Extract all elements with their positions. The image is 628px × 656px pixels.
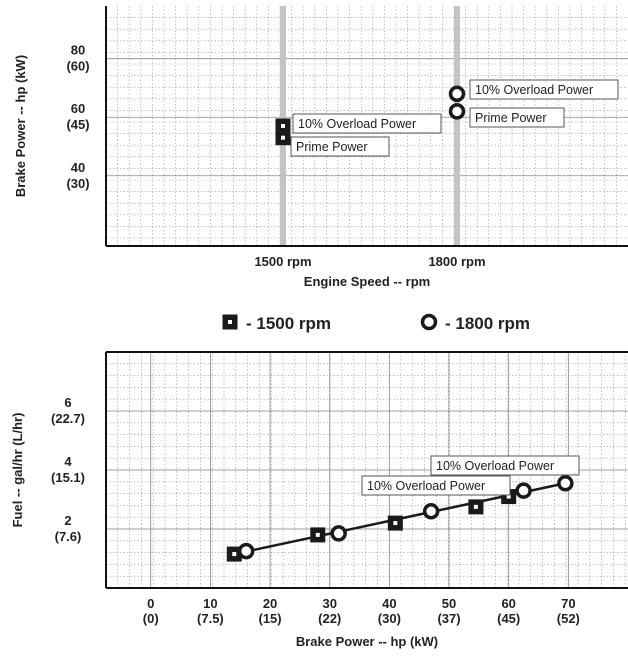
x-tick-label: 20 [263,596,277,611]
series-square-marker-center [393,521,398,526]
legend-square-marker-center [228,320,232,324]
y-tick-label: 80 [71,43,85,58]
x-tick-label: 50 [442,596,456,611]
y-tick-label: (60) [66,59,89,74]
y-tick-label: (30) [66,176,89,191]
point-annotation: Prime Power [475,111,547,125]
x-tick-label: 1500 rpm [254,254,311,269]
point-annotation: 10% Overload Power [298,117,416,131]
y-tick-label: (7.6) [55,529,82,544]
series-circle-marker [515,482,532,499]
y-tick-label: 40 [71,160,85,175]
point-annotation-box [292,113,442,134]
x-tick-label: 70 [561,596,575,611]
x-tick-label: (15) [258,611,281,626]
y-tick-label: 4 [64,454,72,469]
y-axis-title: Brake Power -- hp (kW) [13,55,28,197]
y-tick-label: (45) [66,117,89,132]
x-axis-title: Brake Power -- hp (kW) [296,634,438,649]
series-annotation: 10% Overload Power [367,479,485,493]
point-annotation-box [469,79,619,100]
x-tick-label: (0) [143,611,159,626]
y-tick-label: 2 [64,513,71,528]
point-circle-marker [448,85,466,103]
x-tick-label: 40 [382,596,396,611]
x-tick-label: (22) [318,611,341,626]
series-annotation-box [430,455,580,476]
point-annotation-box [469,107,565,128]
x-tick-label: (52) [557,611,580,626]
series-circle-marker [422,503,440,520]
point-annotation: 10% Overload Power [475,83,593,97]
series-square-marker-center [506,494,511,499]
y-tick-label: 60 [71,101,85,116]
series-circle-marker [237,542,255,560]
y-tick-label: (15.1) [51,470,85,485]
x-tick-label: (45) [497,611,520,626]
x-tick-label: (30) [378,611,401,626]
x-tick-label: 10 [203,596,217,611]
point-annotation-box [290,136,390,157]
point-square-marker-center [281,124,285,128]
series-annotation-box [361,475,511,496]
x-axis-title: Engine Speed -- rpm [304,274,430,289]
y-axis-title: Fuel -- gal/hr (L/hr) [10,413,25,528]
legend-label: - 1800 rpm [445,314,530,333]
x-tick-label: (37) [437,611,460,626]
x-tick-label: 60 [501,596,515,611]
series-circle-marker [330,525,347,542]
series-circle-marker [557,475,574,492]
series-square-marker-center [473,504,478,509]
series-square-marker-center [315,532,320,537]
point-annotation: Prime Power [296,140,368,154]
series-annotation: 10% Overload Power [436,459,554,473]
y-tick-label: 6 [64,395,71,410]
point-square-marker-center [281,135,285,140]
y-tick-label: (22.7) [51,411,85,426]
x-tick-label: 30 [322,596,336,611]
x-tick-label: 1800 rpm [428,254,485,269]
x-tick-label: 0 [147,596,154,611]
point-circle-marker [448,103,466,120]
legend-circle-marker [420,313,438,331]
legend-label: - 1500 rpm [246,314,331,333]
x-tick-label: (7.5) [197,611,224,626]
series-square-marker-center [232,552,237,557]
